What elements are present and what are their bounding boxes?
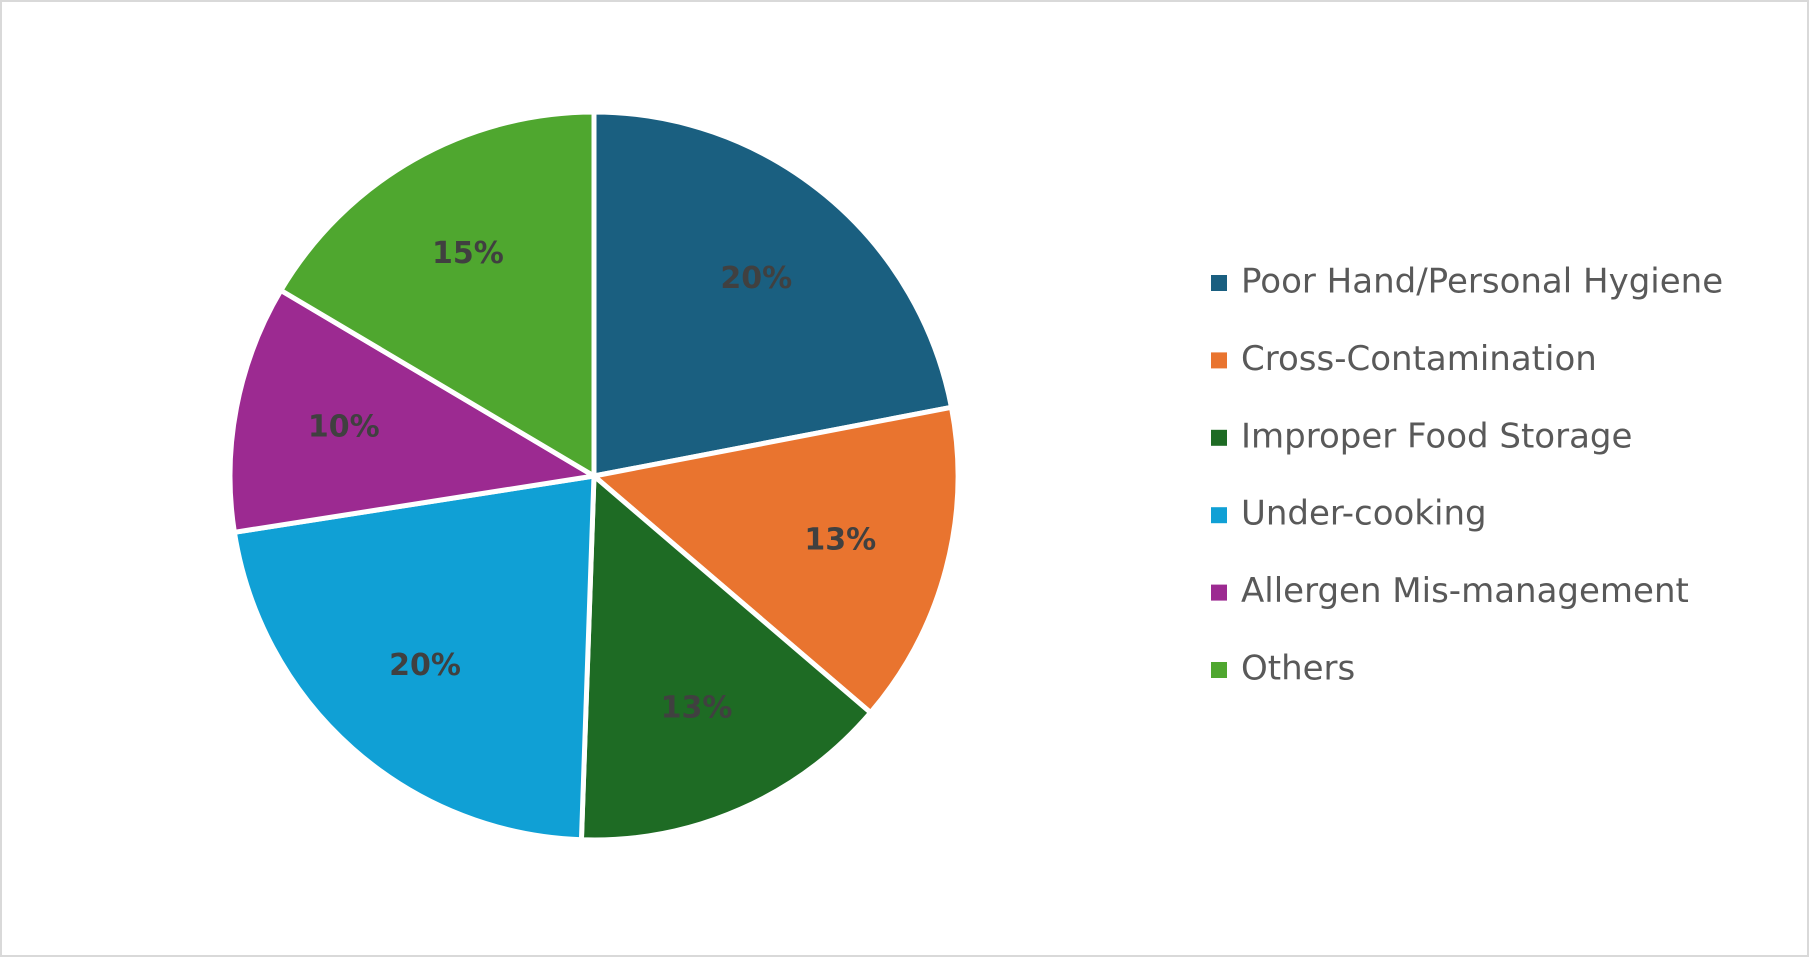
data-label: 10%: [308, 409, 380, 444]
data-label: 20%: [389, 648, 461, 683]
data-label: 13%: [804, 523, 876, 558]
legend-label: Allergen Mis-management: [1241, 571, 1689, 611]
legend-swatch: [1211, 507, 1227, 524]
pie-slice: [278, 109, 597, 479]
pie-slice: [591, 109, 954, 479]
legend-swatch: [1211, 662, 1227, 678]
legend-swatch: [1211, 584, 1227, 601]
legend-swatch: [1211, 275, 1227, 291]
legend-swatch: [1211, 352, 1227, 369]
pie-slice: [591, 404, 961, 716]
legend-swatch: [1211, 429, 1227, 446]
data-label: 20%: [720, 261, 792, 296]
legend-label: Others: [1241, 649, 1355, 689]
pie-slice: [578, 473, 874, 843]
pie-slice: [227, 287, 597, 535]
legend-label: Poor Hand/Personal Hygiene: [1241, 262, 1723, 302]
legend-label: Under-cooking: [1241, 494, 1487, 534]
legend-label: Cross-Contamination: [1241, 339, 1597, 379]
data-label: 15%: [432, 236, 504, 271]
pie-slice: [231, 473, 597, 843]
data-label: 13%: [661, 691, 733, 726]
legend-label: Improper Food Storage: [1241, 416, 1632, 456]
